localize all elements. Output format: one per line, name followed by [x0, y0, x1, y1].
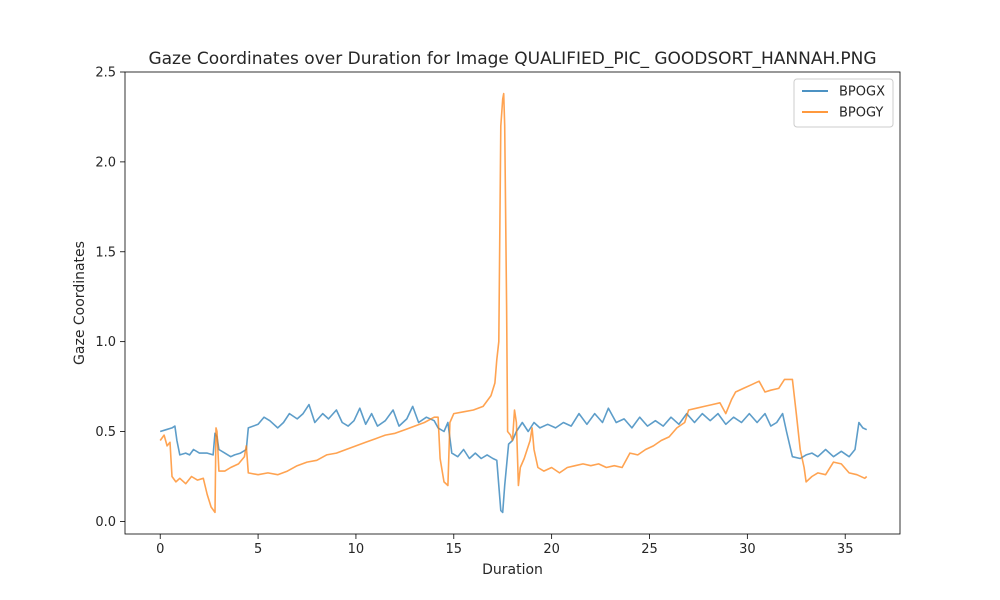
legend: BPOGX BPOGY [793, 78, 894, 128]
x-tick-label: 0 [156, 542, 164, 557]
x-axis: 0 5 10 15 20 25 30 35 [156, 534, 853, 557]
series-line-bpogy [159, 92, 868, 514]
x-axis-label: Duration [482, 562, 543, 578]
y-tick-label: 2.5 [95, 66, 116, 81]
x-tick-label: 30 [739, 542, 756, 557]
y-tick-label: 0.0 [95, 515, 116, 530]
chart-title: Gaze Coordinates over Duration for Image… [148, 49, 876, 69]
y-tick-label: 1.5 [95, 245, 116, 260]
x-tick-label: 10 [348, 542, 365, 557]
x-tick-label: 15 [446, 542, 463, 557]
series-layer [159, 92, 868, 514]
x-tick-label: 20 [543, 542, 560, 557]
y-tick-label: 1.0 [95, 335, 116, 350]
y-tick-label: 0.5 [95, 425, 116, 440]
series-line-bpogx [159, 403, 868, 514]
plot-frame [124, 71, 901, 535]
y-axis: 0.0 0.5 1.0 1.5 2.0 2.5 [95, 66, 125, 530]
y-tick-label: 2.0 [95, 155, 116, 170]
y-axis-label: Gaze Coordinates [72, 241, 88, 365]
x-tick-label: 35 [837, 542, 854, 557]
legend-label: BPOGX [839, 85, 885, 100]
legend-label: BPOGY [839, 106, 883, 121]
x-tick-label: 5 [254, 542, 262, 557]
x-tick-label: 25 [641, 542, 658, 557]
